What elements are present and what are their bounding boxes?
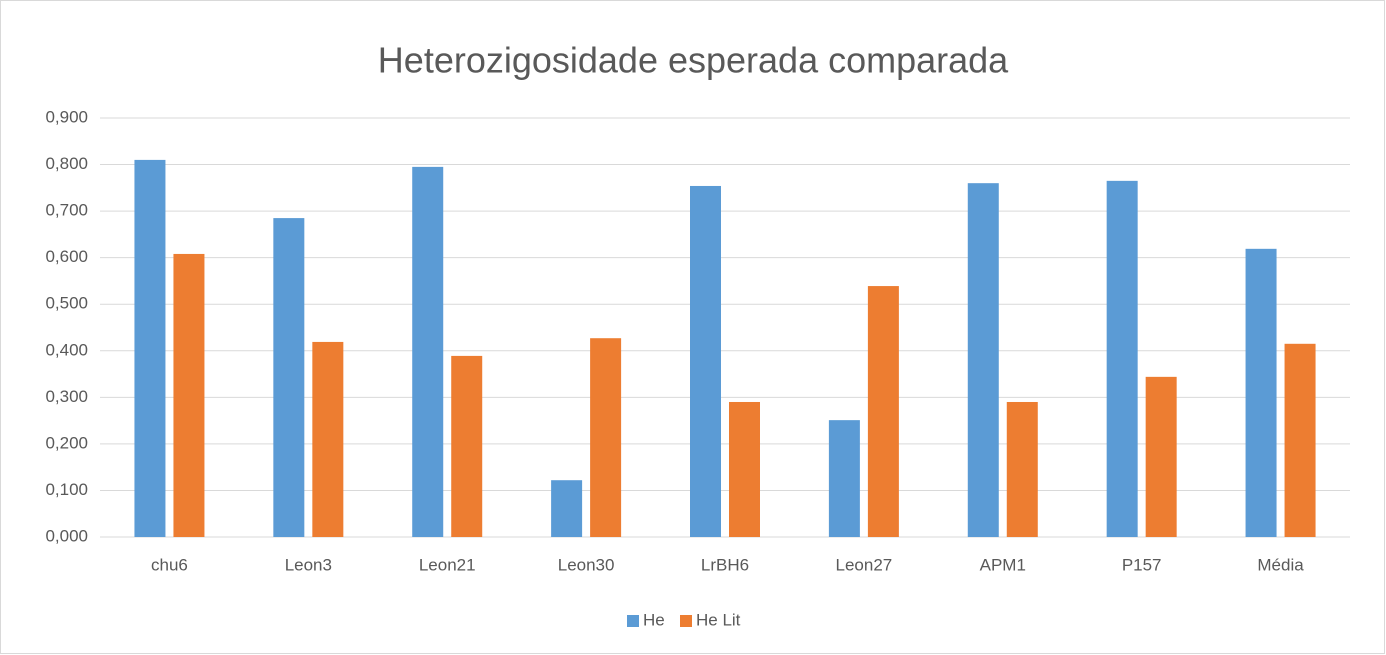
- y-tick-label: 0,300: [45, 387, 88, 406]
- legend-swatch: [627, 615, 639, 627]
- y-tick-label: 0,200: [45, 433, 88, 452]
- bar: [312, 341, 344, 537]
- x-tick-label: Média: [1257, 555, 1304, 574]
- bar: [828, 420, 860, 537]
- y-tick-label: 0,900: [45, 107, 88, 126]
- x-tick-label: Leon30: [558, 555, 615, 574]
- bar: [1145, 376, 1177, 537]
- bar: [1006, 401, 1038, 537]
- chart-title: Heterozigosidade esperada comparada: [378, 40, 1009, 81]
- x-tick-label: Leon27: [836, 555, 893, 574]
- y-tick-label: 0,600: [45, 247, 88, 266]
- legend-swatch: [680, 615, 692, 627]
- bar: [590, 338, 622, 537]
- bar: [867, 286, 899, 537]
- bar: [412, 166, 444, 537]
- y-tick-label: 0,400: [45, 340, 88, 359]
- y-tick-label: 0,800: [45, 154, 88, 173]
- bar: [173, 253, 205, 538]
- y-tick-label: 0,000: [45, 526, 88, 545]
- y-tick-label: 0,500: [45, 294, 88, 313]
- legend-label: He Lit: [696, 610, 741, 629]
- bar: [1284, 343, 1316, 537]
- bar: [729, 401, 760, 537]
- x-tick-label: chu6: [151, 555, 188, 574]
- y-tick-label: 0,100: [45, 480, 88, 499]
- bar: [451, 355, 483, 537]
- bar: [551, 480, 583, 537]
- y-tick-label: 0,700: [45, 201, 88, 220]
- bar: [690, 185, 721, 537]
- bar: [273, 218, 305, 537]
- x-tick-label: LrBH6: [701, 555, 749, 574]
- x-tick-label: P157: [1122, 555, 1162, 574]
- bar: [967, 183, 999, 537]
- legend-label: He: [643, 610, 665, 629]
- bar: [1106, 180, 1138, 537]
- bar: [1245, 248, 1277, 537]
- x-tick-label: APM1: [980, 555, 1026, 574]
- x-tick-label: Leon3: [285, 555, 332, 574]
- bar: [134, 159, 166, 537]
- x-tick-label: Leon21: [419, 555, 476, 574]
